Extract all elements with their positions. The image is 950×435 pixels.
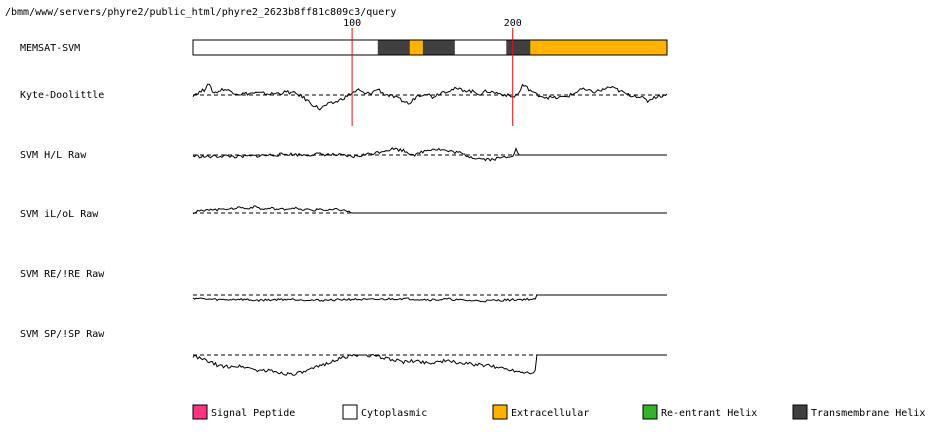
legend-label: Transmembrane Helix [811, 408, 925, 419]
legend-swatch [492, 404, 508, 420]
profile-line [192, 353, 667, 376]
track-label: MEMSAT-SVM [20, 43, 80, 54]
track-label: Kyte-Doolittle [20, 90, 104, 101]
legend-swatch [192, 404, 208, 420]
track-label: SVM iL/oL Raw [20, 209, 99, 220]
memsat-segment-transmembrane [506, 40, 531, 55]
memsat-bar-outline [192, 39, 668, 56]
memsat-segment-cytoplasmic [193, 40, 378, 55]
profile-line [192, 83, 668, 111]
legend-swatch [792, 404, 808, 420]
legend-label: Cytoplasmic [361, 408, 427, 419]
legend-swatch [642, 404, 658, 420]
legend-label: Extracellular [511, 408, 589, 419]
position-tick-label: 100 [343, 18, 361, 29]
profile-line [192, 205, 667, 215]
legend-label: Re-entrant Helix [661, 408, 757, 419]
memsat-segment-extracellular [409, 40, 423, 55]
position-tick-label: 200 [504, 18, 522, 29]
memsat-segment-extracellular [530, 40, 667, 55]
legend-label: Signal Peptide [211, 408, 295, 419]
track-label: SVM H/L Raw [20, 150, 87, 161]
file-path: /bmm/www/servers/phyre2/public_html/phyr… [5, 7, 396, 18]
track-label: SVM RE/!RE Raw [20, 269, 105, 280]
memsat-segment-transmembrane [377, 40, 410, 55]
memsat-segment-cytoplasmic [454, 40, 507, 55]
track-label: SVM SP/!SP Raw [20, 329, 105, 340]
memsat-segment-transmembrane [422, 40, 455, 55]
legend-swatch [342, 404, 358, 420]
profile-line [192, 294, 667, 303]
profile-line [192, 147, 667, 162]
